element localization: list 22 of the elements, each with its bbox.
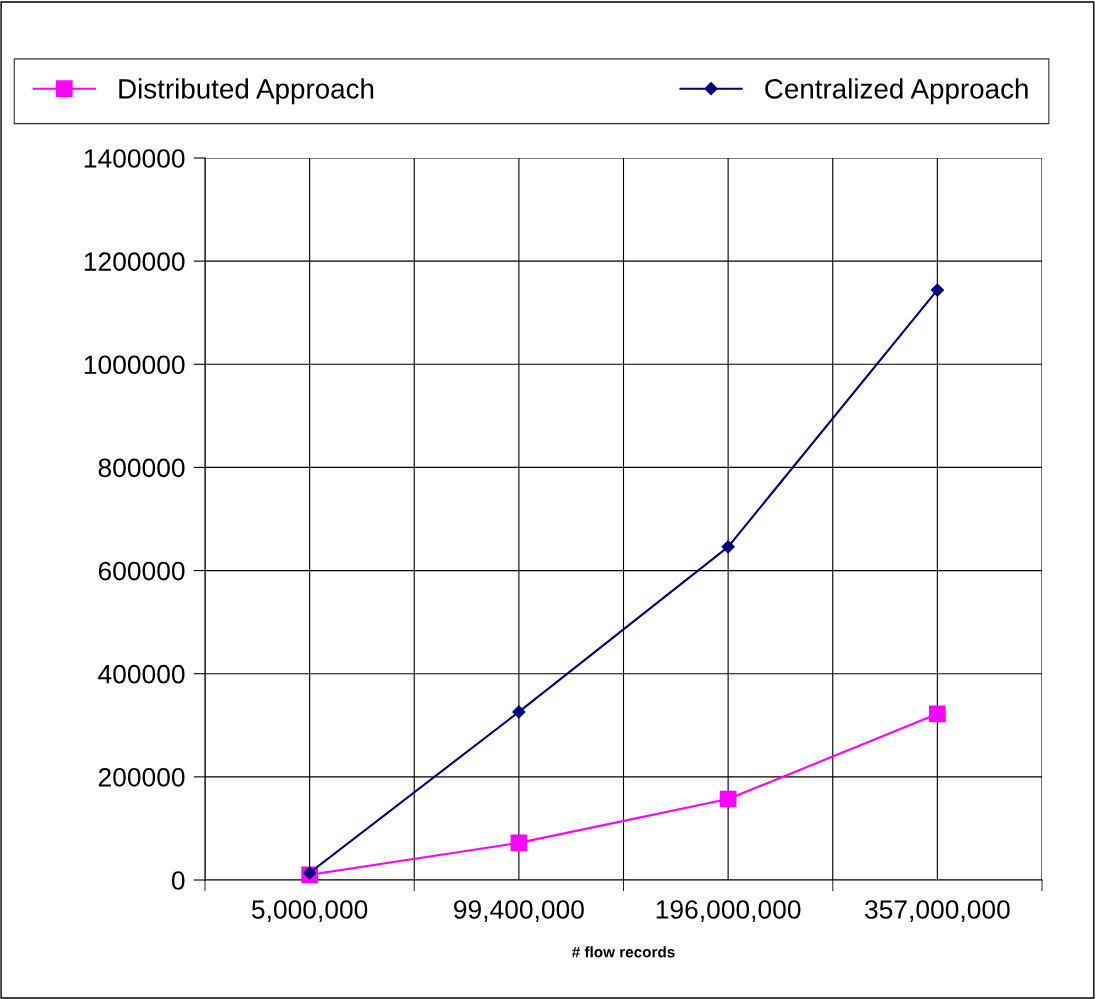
point [512,705,526,719]
y-tick-label: 200000 [98,767,185,787]
y-tick-label: 1000000 [84,355,185,375]
point [303,866,317,880]
x-tick-label: 5,000,000 [251,900,368,922]
x-tick-label: 357,000,000 [865,900,1010,922]
x-axis-title: # flow records [571,946,675,958]
y-tick-label: 600000 [98,561,185,581]
y-tick-label: 800000 [98,458,185,478]
y-tick-label: 1200000 [84,252,185,271]
y-tick-label: 0 [171,871,185,890]
legend-label: Distributed Approach [119,78,374,105]
x-tick-label: 99,400,000 [454,900,584,922]
point [930,283,944,297]
x-tick-label: 196,000,000 [656,900,801,922]
point [510,834,528,852]
y-tick-label: 400000 [98,664,185,684]
point [721,540,735,554]
point [929,705,946,723]
legend-label: Centralized Approach [765,78,1028,105]
y-tick-label: 1400000 [84,149,185,168]
point [719,790,737,808]
